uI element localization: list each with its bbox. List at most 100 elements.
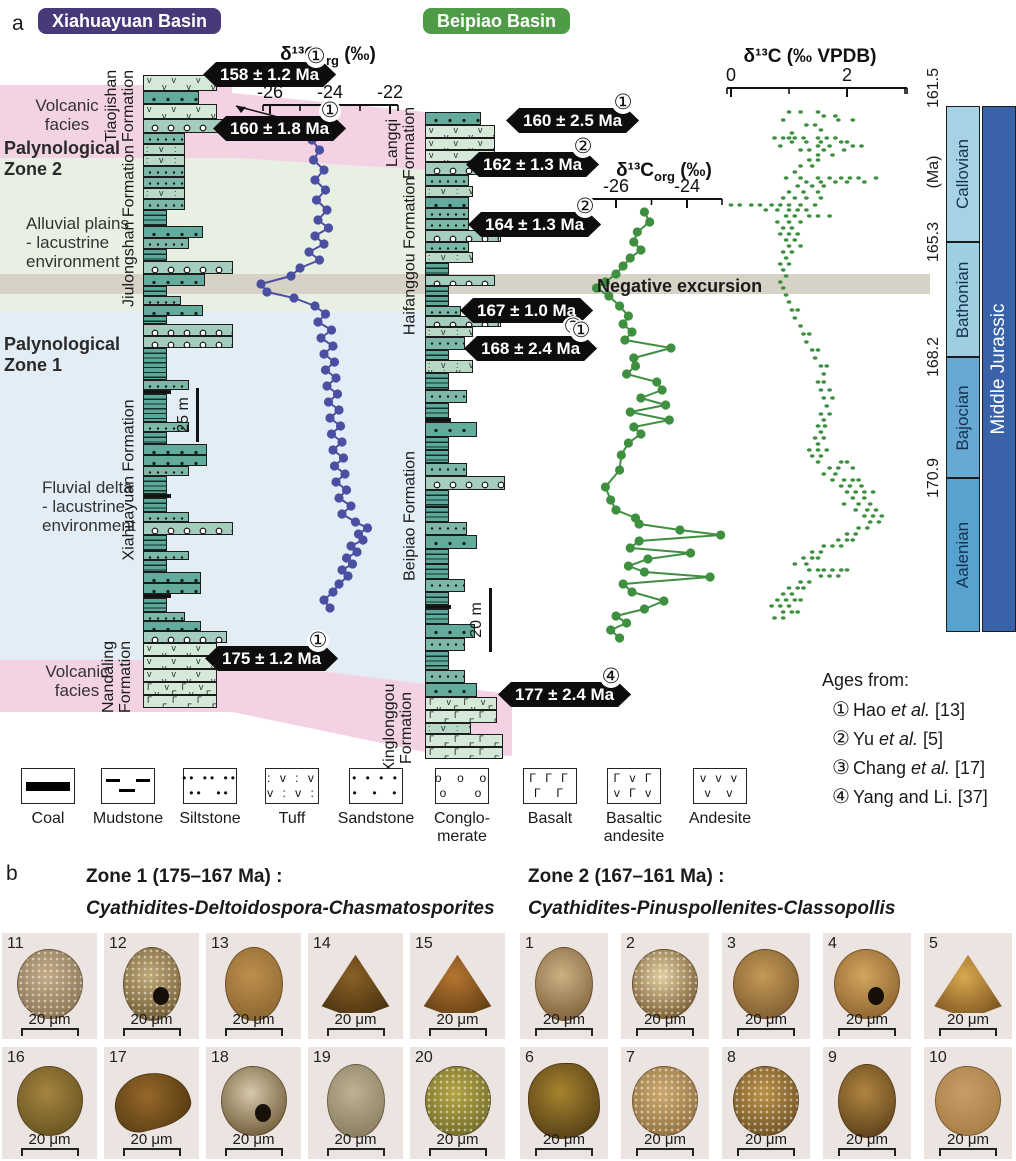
age-ref-number: ②	[574, 195, 596, 218]
specimen-cell: 10 20 μm	[924, 1047, 1012, 1159]
specimen-number: 15	[415, 935, 433, 952]
legend-swatch-sandstone: • • • • • • •	[349, 768, 403, 804]
specimen-number: 2	[626, 935, 635, 952]
scale-line	[122, 1148, 181, 1156]
litho-block-m	[143, 249, 167, 261]
litho-block-co	[425, 605, 451, 609]
panel-b-label: b	[6, 862, 18, 885]
dash	[106, 779, 120, 782]
litho-block-ss	[143, 274, 205, 286]
pollen-grain-photo	[528, 1062, 600, 1139]
specimen-cell: 20 20 μm	[410, 1047, 505, 1159]
stage-label: Bajocian	[953, 384, 972, 451]
litho-block-s	[143, 612, 185, 621]
legend-swatch-coal	[21, 768, 75, 804]
litho-block-m	[143, 560, 167, 572]
age-ref-number: ④	[600, 665, 622, 688]
svg-text:-24: -24	[317, 82, 343, 102]
specimen-cell: 2 20 μm	[621, 933, 709, 1039]
mudstone-glyph	[106, 776, 150, 796]
scale-line	[20, 1148, 79, 1156]
age-ref-number: ①	[319, 99, 341, 122]
scale-line	[939, 1148, 997, 1156]
litho-block-m	[425, 651, 449, 670]
legend-label: Coal	[31, 810, 65, 827]
scale-line	[428, 1148, 487, 1156]
stage-cell-callovian: Callovian	[946, 106, 980, 242]
dark-spot	[868, 987, 885, 1006]
scale-line	[636, 1148, 694, 1156]
legend-label: Basaltic andesite	[603, 810, 665, 845]
litho-block-s	[425, 638, 465, 651]
specimen-scale-bar: 20 μm	[428, 1012, 487, 1036]
litho-block-m	[425, 592, 449, 605]
dash	[136, 779, 150, 782]
litho-block-c	[143, 522, 233, 535]
litho-block-m	[143, 286, 167, 296]
specimen-scale-bar: 20 μm	[535, 1012, 593, 1036]
litho-block-s	[425, 463, 467, 476]
environment-label: Palynological Zone 1	[4, 334, 121, 375]
zone1-band	[0, 312, 425, 684]
litho-block-m	[425, 609, 449, 624]
litho-block-s	[143, 422, 189, 432]
pollen-grain-photo	[16, 1065, 83, 1136]
litho-block-a: v v v v v v v v v v v v v v v v v v v v …	[143, 104, 217, 119]
specimen-scale-bar: 20 μm	[428, 1132, 487, 1156]
specimen-cell: 16 20 μm	[2, 1047, 97, 1159]
litho-block-m	[425, 450, 449, 463]
litho-block-m	[425, 549, 449, 564]
formation-label: Beipiao Formation	[401, 451, 419, 581]
pollen-grain-photo	[107, 1064, 196, 1138]
scale-text: 20 μm	[745, 1011, 787, 1028]
age-ref-number: ①	[307, 629, 329, 652]
environment-label: Palynological Zone 2	[4, 138, 121, 179]
litho-block-ss	[425, 683, 477, 697]
formation-label: Tiaojishan Formation	[103, 69, 137, 143]
legend-label: Conglo-merate	[433, 810, 491, 845]
age-tag: 164 ± 1.3 Ma	[468, 212, 601, 237]
specimen-number: 11	[7, 935, 24, 952]
pollen-grain-photo	[122, 946, 181, 1021]
dash	[119, 789, 135, 792]
litho-block-s	[425, 208, 469, 219]
litho-block-s	[143, 551, 189, 560]
legend-item: : v : v v : v : Tuff	[252, 768, 332, 828]
litho-block-s	[425, 242, 469, 252]
specimen-number: 5	[929, 935, 938, 952]
stage-label: Aalenian	[953, 521, 972, 589]
specimen-number: 7	[626, 1049, 635, 1066]
scale-line	[838, 1028, 896, 1036]
litho-block-b: Γ Γ Γ Γ Γ Γ Γ Γ Γ Γ Γ Γ Γ Γ Γ Γ Γ Γ Γ Γ	[425, 710, 497, 723]
basin-badge: Beipiao Basin	[423, 8, 571, 34]
litho-block-ss	[425, 422, 477, 437]
scale-text: 20 μm	[846, 1011, 888, 1028]
legend-item: Γ v Γ v Γ v Basaltic andesite	[594, 768, 674, 846]
litho-block-ss	[425, 624, 475, 638]
specimen-cell: 11 20 μm	[2, 933, 97, 1039]
specimen-scale-bar: 20 μm	[838, 1012, 896, 1036]
litho-block-tf: : v : v : v : v : v v : v : v : v : v : …	[425, 327, 473, 337]
scale-text: 20 μm	[232, 1131, 275, 1148]
zone-title: Zone 1 (175–167 Ma) :	[86, 866, 283, 887]
litho-block-ss	[143, 226, 203, 238]
specimen-number: 20	[415, 1049, 433, 1066]
specimen-number: 13	[211, 935, 229, 952]
specimen-number: 1	[525, 935, 534, 952]
legend-label: Mudstone	[92, 810, 164, 827]
specimen-number: 8	[727, 1049, 736, 1066]
svg-text:-22: -22	[377, 82, 403, 102]
litho-block-a: v v v v v v v v v v v v v v v v v v v v …	[425, 138, 495, 150]
legend-swatch-mudstone	[101, 768, 155, 804]
legend-item: v v v v v Andesite	[680, 768, 760, 828]
litho-block-ss	[143, 572, 201, 583]
age-ref-number: ①	[305, 45, 327, 68]
formation-label: Haifanggou Formation	[401, 176, 419, 336]
legend-item: • • • • • • • Sandstone	[336, 768, 416, 828]
scale-text: 20 μm	[130, 1131, 173, 1148]
scale-text: 20 μm	[543, 1011, 585, 1028]
scale-line	[122, 1028, 181, 1036]
reference-item: ① Hao et al. [13]	[832, 699, 966, 721]
